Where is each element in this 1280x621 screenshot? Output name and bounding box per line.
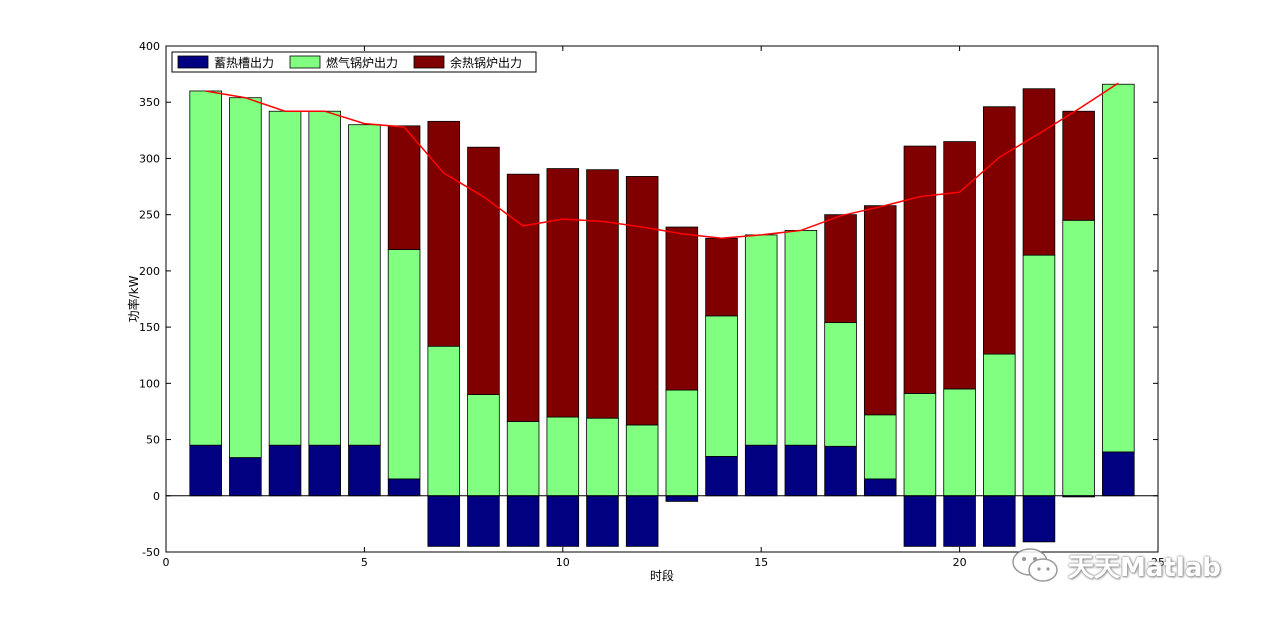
bar-1-2	[229, 457, 262, 497]
bar-2-15	[744, 234, 778, 446]
bar-3-11	[586, 169, 619, 419]
y-tick-label-350: 350	[139, 96, 160, 109]
bar-2-9	[506, 421, 540, 497]
y-tick-label--50: -50	[142, 546, 160, 559]
bar-3-12	[625, 176, 659, 426]
bar-1-12	[625, 495, 659, 547]
y-tick-label-100: 100	[139, 377, 160, 390]
bar-1-21	[983, 495, 1016, 547]
bar-2-20	[943, 388, 976, 497]
bar-2-3	[268, 110, 302, 446]
y-tick-label-300: 300	[139, 152, 160, 165]
bar-2-11	[586, 417, 619, 497]
bar-1-4	[308, 444, 341, 497]
bar-3-22	[1022, 88, 1056, 256]
bar-1-17	[824, 445, 857, 497]
x-tick-label-20: 20	[953, 556, 967, 569]
x-axis-label: 时段	[650, 568, 674, 583]
bar-3-13	[665, 226, 699, 391]
x-tick-label-5: 5	[361, 556, 368, 569]
bar-1-15	[744, 444, 778, 497]
bar-2-19	[903, 393, 937, 497]
bar-1-5	[348, 444, 381, 497]
legend: 蓄热槽出力 燃气锅炉出力 余热锅炉出力	[171, 51, 537, 73]
bar-2-18	[863, 414, 897, 480]
bar-3-7	[427, 120, 461, 347]
legend-label-1: 蓄热槽出力	[214, 56, 274, 70]
bar-2-4	[308, 110, 341, 446]
bar-1-13	[665, 495, 699, 502]
bar-1-1	[189, 444, 222, 497]
bar-1-11	[586, 495, 619, 547]
bar-3-20	[943, 141, 976, 390]
bar-1-20	[943, 495, 976, 547]
y-axis-label: 功率/kW	[126, 275, 141, 322]
bar-1-10	[546, 495, 580, 547]
bar-2-10	[546, 416, 580, 497]
y-tick-label-400: 400	[139, 40, 160, 53]
lines-group	[166, 82, 1158, 497]
bar-2-8	[467, 394, 500, 497]
bar-3-10	[546, 168, 580, 418]
x-tick-label-10: 10	[556, 556, 570, 569]
bar-1-16	[784, 444, 818, 497]
bar-3-14	[705, 237, 738, 317]
bar-2-5	[348, 124, 381, 446]
bar-1-22	[1022, 495, 1056, 543]
bar-3-17	[824, 214, 857, 324]
bar-1-6	[387, 478, 421, 497]
bar-2-23	[1062, 219, 1095, 497]
watermark: 天天Matlab	[1010, 545, 1221, 585]
y-tick-label-50: 50	[146, 434, 160, 447]
bar-2-24	[1102, 83, 1135, 453]
bar-1-19	[903, 495, 937, 547]
bar-3-18	[863, 205, 897, 416]
bar-1-3	[268, 444, 302, 497]
bar-1-9	[506, 495, 540, 547]
bar-2-13	[665, 389, 699, 497]
bar-1-14	[705, 456, 738, 497]
legend-swatch-1	[177, 55, 209, 69]
bar-2-6	[387, 249, 421, 480]
bar-2-14	[705, 315, 738, 457]
bar-2-17	[824, 322, 857, 447]
bar-2-12	[625, 424, 659, 497]
y-tick-label-0: 0	[153, 490, 160, 503]
x-tick-label-0: 0	[163, 556, 170, 569]
bar-1-24	[1102, 451, 1135, 497]
legend-swatch-3	[413, 55, 445, 69]
legend-swatch-2	[289, 55, 321, 69]
y-tick-label-250: 250	[139, 209, 160, 222]
bar-3-19	[903, 145, 937, 394]
bar-3-6	[387, 125, 421, 250]
legend-label-3: 余热锅炉出力	[450, 55, 522, 70]
y-tick-label-200: 200	[139, 265, 160, 278]
x-tick-label-15: 15	[754, 556, 768, 569]
legend-label-2: 燃气锅炉出力	[326, 55, 398, 70]
bar-1-18	[863, 478, 897, 497]
bar-3-8	[467, 146, 500, 395]
bar-2-21	[983, 353, 1016, 497]
bar-3-23	[1062, 110, 1095, 221]
bar-2-2	[229, 97, 262, 458]
load-line	[205, 82, 1119, 240]
bar-2-7	[427, 345, 461, 497]
legend-box	[171, 51, 537, 73]
bar-2-22	[1022, 254, 1056, 497]
y-tick-label-150: 150	[139, 321, 160, 334]
axes-box	[165, 45, 1159, 553]
bars-group	[166, 46, 1158, 552]
x-tick-label-25: 25	[1151, 556, 1165, 569]
bar-1-8	[467, 495, 500, 547]
bar-2-1	[189, 90, 222, 446]
watermark-text: 天天Matlab	[1068, 552, 1221, 583]
bar-3-9	[506, 173, 540, 422]
bar-2-16	[784, 230, 818, 446]
wechat-icon	[1012, 548, 1058, 582]
bar-1-7	[427, 495, 461, 547]
bar-3-21	[983, 106, 1016, 355]
